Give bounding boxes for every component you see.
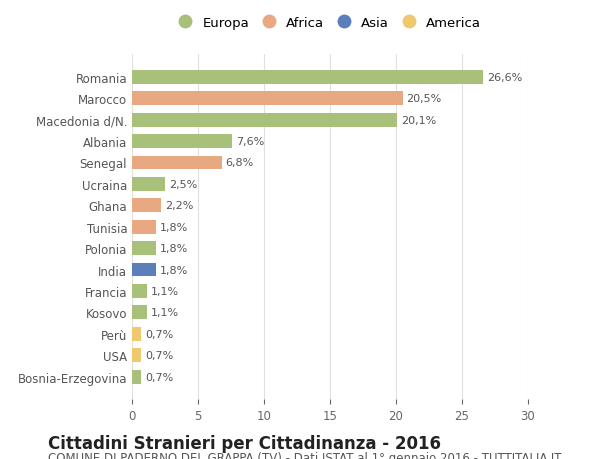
Text: 20,1%: 20,1% [401,115,437,125]
Bar [132,284,146,298]
Text: 2,5%: 2,5% [169,179,197,190]
Bar [132,348,141,362]
Legend: Europa, Africa, Asia, America: Europa, Africa, Asia, America [179,17,481,30]
Text: 1,1%: 1,1% [151,308,179,318]
Text: 0,7%: 0,7% [145,329,173,339]
Text: 1,8%: 1,8% [160,265,188,275]
Text: 6,8%: 6,8% [226,158,254,168]
Text: 2,2%: 2,2% [165,201,193,211]
Text: 26,6%: 26,6% [487,73,523,83]
Bar [132,92,403,106]
Bar [132,370,141,384]
Bar [132,71,483,84]
Text: 0,7%: 0,7% [145,372,173,382]
Text: 20,5%: 20,5% [407,94,442,104]
Text: 1,1%: 1,1% [151,286,179,296]
Text: COMUNE DI PADERNO DEL GRAPPA (TV) - Dati ISTAT al 1° gennaio 2016 - TUTTITALIA.I: COMUNE DI PADERNO DEL GRAPPA (TV) - Dati… [48,451,562,459]
Bar [132,178,165,191]
Bar [132,263,156,277]
Bar [132,135,232,149]
Bar [132,327,141,341]
Text: 1,8%: 1,8% [160,222,188,232]
Text: 1,8%: 1,8% [160,244,188,253]
Text: 7,6%: 7,6% [236,137,265,147]
Bar [132,113,397,127]
Bar [132,306,146,319]
Bar [132,199,161,213]
Text: 0,7%: 0,7% [145,350,173,360]
Bar [132,241,156,256]
Bar [132,156,222,170]
Bar [132,220,156,234]
Text: Cittadini Stranieri per Cittadinanza - 2016: Cittadini Stranieri per Cittadinanza - 2… [48,434,441,452]
